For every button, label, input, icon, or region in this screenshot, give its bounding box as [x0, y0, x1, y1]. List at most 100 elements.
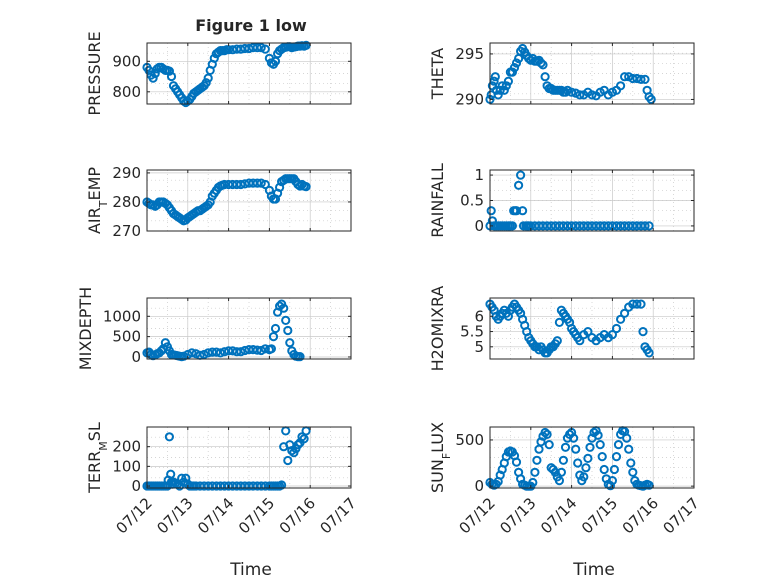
axes-box: [146, 169, 352, 232]
x-tick-label: 07/15: [235, 494, 278, 537]
y-tick-label: 900: [112, 52, 141, 70]
data-point: [164, 432, 174, 442]
y-tick-label: 0: [474, 477, 484, 495]
data-point: [644, 221, 654, 231]
y-axis-label: TERRMSL: [85, 422, 110, 494]
data-point: [224, 45, 234, 55]
x-tick-label: 07/15: [578, 494, 621, 537]
data-point: [215, 348, 225, 358]
y-tick-label: 270: [112, 222, 141, 240]
data-point: [585, 442, 595, 452]
subplot: 0 0.5 1 RAINFALL: [428, 163, 695, 238]
data-point: [611, 323, 622, 334]
data-point: [224, 346, 234, 356]
data-point: [240, 345, 250, 356]
x-tick-label: 07/14: [537, 494, 580, 537]
data-point: [624, 444, 634, 454]
data-point: [511, 206, 522, 216]
data-point: [240, 43, 250, 54]
data-point: [497, 81, 507, 91]
data-point: [534, 444, 544, 454]
y-tick-label: 280: [112, 193, 141, 211]
data-point: [285, 338, 295, 348]
axes-box: [146, 42, 352, 105]
data-point: [277, 480, 287, 490]
data-point: [199, 481, 209, 491]
data-point: [583, 327, 593, 337]
y-axis-label: RAINFALL: [428, 163, 447, 238]
data-point: [516, 170, 526, 180]
data-point: [252, 43, 262, 53]
data-point: [556, 467, 567, 477]
x-tick-label: 07/13: [153, 494, 196, 537]
data-point: [297, 432, 307, 442]
data-point: [616, 81, 626, 91]
data-point: [571, 444, 581, 454]
data-point: [166, 71, 177, 82]
x-tick-label: 07/12: [456, 494, 499, 537]
data-point: [581, 463, 591, 473]
data-point: [244, 345, 254, 355]
y-axis-label: PRESSURE: [85, 31, 104, 115]
data-point: [507, 67, 518, 77]
data-point: [587, 90, 597, 100]
data-point: [499, 85, 509, 95]
data-point: [644, 348, 654, 358]
data-point: [599, 464, 609, 475]
data-point: [509, 63, 520, 73]
data-point: [195, 481, 205, 491]
x-tick-label: 07/13: [496, 494, 539, 537]
data-point: [252, 178, 262, 188]
y-tick-label: 800: [112, 83, 141, 101]
x-tick-label: 07/17: [317, 494, 360, 537]
x-tick-label: 07/17: [660, 494, 703, 537]
data-point: [219, 481, 230, 491]
data-point: [609, 464, 620, 475]
axes-box: [489, 297, 695, 360]
data-point: [490, 72, 500, 82]
data-point: [518, 206, 528, 216]
data-point: [514, 180, 524, 190]
data-point: [244, 43, 254, 54]
data-point: [299, 434, 309, 444]
data-point: [558, 455, 569, 465]
data-point: [628, 73, 638, 84]
data-point: [583, 453, 593, 463]
data-point: [595, 440, 605, 450]
data-point: [511, 457, 522, 467]
data-point: [301, 182, 311, 192]
y-tick-label: 290: [455, 90, 484, 108]
y-tick-label: 0: [131, 348, 141, 366]
data-point: [256, 178, 266, 188]
data-point: [560, 442, 571, 452]
data-point: [236, 179, 246, 190]
x-axis-label-left: Time: [229, 560, 272, 580]
y-tick-label: 100: [112, 457, 141, 475]
figure-title: Figure 1 low: [195, 16, 307, 35]
data-point: [616, 314, 626, 324]
data-point: [640, 74, 650, 85]
data-point: [626, 458, 636, 468]
data-point: [281, 315, 291, 325]
y-tick-label: 500: [112, 328, 141, 346]
subplot: 55.56 H2OMIXRA: [428, 286, 695, 371]
subplot: 0 500 1000 MIXDEPTH: [76, 287, 352, 370]
y-axis-label: MIXDEPTH: [76, 287, 95, 370]
data-point: [244, 178, 254, 188]
data-point: [620, 308, 630, 318]
data-point: [266, 344, 276, 354]
data-point: [593, 430, 603, 440]
data-point: [232, 347, 242, 357]
axes-box: [146, 297, 352, 360]
data-point: [150, 68, 160, 79]
data-point: [209, 53, 219, 63]
data-point: [148, 73, 158, 83]
y-tick-label: 290: [112, 164, 141, 182]
x-tick-label: 07/16: [276, 494, 319, 537]
data-point: [638, 327, 648, 337]
data-point: [536, 58, 546, 68]
